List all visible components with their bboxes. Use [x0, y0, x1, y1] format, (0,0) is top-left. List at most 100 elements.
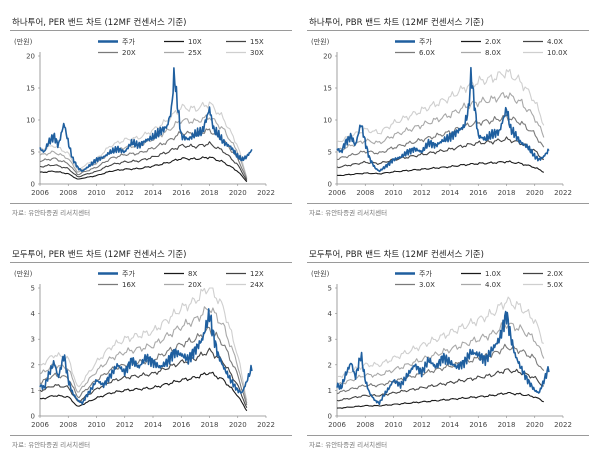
title-divider	[307, 30, 589, 31]
x-tick-label: 2012	[413, 189, 431, 197]
price-line	[39, 67, 253, 172]
y-tick-label: 0	[31, 413, 35, 421]
x-tick-label: 2006	[31, 421, 49, 429]
source-note: 자료: 유안타증권 리서치센터	[309, 209, 388, 217]
x-tick-label: 2018	[201, 189, 219, 197]
x-tick-label: 2020	[526, 421, 544, 429]
x-tick-label: 2022	[554, 421, 572, 429]
band-line-10x	[39, 156, 248, 183]
modu-per-band-chart: (만원) 0 1 2 3 4 5 2006 2008 2010 2012 2014 2016 2018 20…	[14, 269, 275, 429]
source-note: 자료: 유안타증권 리서치센터	[12, 441, 91, 449]
y-tick-label: 0	[328, 181, 332, 189]
x-tick-label: 2012	[116, 421, 134, 429]
legend-label: 12X	[250, 270, 264, 278]
x-tick-label: 2006	[31, 189, 49, 197]
legend-label: 주가	[419, 37, 432, 46]
legend-label: 주가	[419, 269, 432, 278]
y-tick-label: 10	[323, 117, 332, 125]
hana-per-band-chart: (만원) 0 5 10 15 20 2006 2008 2010 2012 2014 2016 2018…	[14, 37, 275, 197]
x-tick-label: 2022	[257, 421, 275, 429]
y-tick-label: 1	[328, 387, 332, 395]
band-line-8-0x	[336, 92, 545, 151]
title-divider	[10, 30, 292, 31]
legend-label: 8.0X	[485, 49, 501, 57]
legend-label: 6.0X	[419, 49, 435, 57]
legend-label: 3.0X	[419, 281, 435, 289]
y-tick-label: 2	[31, 361, 35, 369]
price-line	[39, 308, 253, 405]
chart-title: 모두투어, PBR 밴드 차트 (12MF 컨센서스 기준)	[309, 250, 484, 260]
x-tick-label: 2008	[356, 421, 374, 429]
legend-label: 1.0X	[485, 270, 501, 278]
legend-label: 2.0X	[547, 270, 563, 278]
band-line-20x	[39, 128, 248, 180]
band-line-30x	[40, 101, 248, 178]
x-tick-label: 2012	[116, 189, 134, 197]
legend-label: 4.0X	[485, 281, 501, 289]
x-tick-label: 2016	[469, 421, 487, 429]
unit-label: (만원)	[311, 37, 330, 46]
x-tick-label: 2012	[413, 421, 431, 429]
x-tick-label: 2008	[356, 189, 374, 197]
price-line	[336, 310, 550, 406]
x-tick-label: 2020	[229, 421, 247, 429]
x-tick-label: 2018	[201, 421, 219, 429]
band-line-24x	[39, 287, 248, 401]
source-divider	[10, 435, 292, 436]
band-line-25x	[39, 114, 248, 179]
source-divider	[307, 203, 589, 204]
chart-title: 하나투어, PBR 밴드 차트 (12MF 컨센서스 기준)	[309, 18, 484, 28]
y-tick-label: 15	[323, 85, 332, 93]
y-tick-label: 20	[26, 53, 35, 61]
x-tick-label: 2014	[441, 421, 459, 429]
y-tick-label: 3	[328, 336, 332, 344]
modu-pbr-band-chart: (만원) 0 1 2 3 4 5 2006 2008 2010 2012 2014 2016 2018 20…	[311, 269, 572, 429]
legend-label: 15X	[250, 38, 264, 46]
band-line-10-0x	[336, 68, 545, 143]
y-tick-label: 0	[328, 413, 332, 421]
x-tick-label: 2010	[385, 421, 403, 429]
legend-label: 4.0X	[547, 38, 563, 46]
legend-label: 20X	[122, 49, 136, 57]
band-line-15x	[39, 141, 248, 181]
x-tick-label: 2008	[59, 421, 77, 429]
y-tick-label: 0	[31, 181, 35, 189]
x-tick-label: 2016	[172, 189, 190, 197]
band-line-4-0x	[336, 322, 545, 386]
x-tick-label: 2016	[469, 189, 487, 197]
x-tick-label: 2020	[229, 189, 247, 197]
x-tick-label: 2016	[172, 421, 190, 429]
chart-panel-hana-per: 하나투어, PER 밴드 차트 (12MF 컨센서스 기준) (만원) 0 5 10 1…	[6, 2, 296, 227]
band-line-2-0x	[336, 160, 545, 177]
x-tick-label: 2010	[88, 421, 106, 429]
band-line-5-0x	[336, 296, 544, 378]
title-divider	[307, 262, 589, 263]
legend-label: 8X	[188, 270, 197, 278]
source-divider	[307, 435, 589, 436]
x-tick-label: 2018	[498, 421, 516, 429]
band-line-20x	[39, 306, 248, 404]
x-tick-label: 2006	[328, 189, 346, 197]
y-tick-label: 20	[323, 53, 332, 61]
chart-title: 모두투어, PER 밴드 차트 (12MF 컨센서스 기준)	[12, 250, 187, 260]
y-tick-label: 2	[328, 361, 332, 369]
y-tick-label: 4	[31, 310, 36, 318]
legend-label: 2.0X	[485, 38, 501, 46]
band-line-1-0x	[336, 391, 544, 409]
y-tick-label: 4	[328, 310, 333, 318]
price-line	[336, 66, 550, 173]
chart-panel-hana-pbr: 하나투어, PBR 밴드 차트 (12MF 컨센서스 기준) (만원) 0 5 10 1…	[303, 2, 593, 227]
x-tick-label: 2014	[144, 421, 162, 429]
y-tick-label: 3	[31, 336, 35, 344]
chart-panel-modu-pbr: 모두투어, PBR 밴드 차트 (12MF 컨센서스 기준) (만원) 0 1 2 3 4…	[303, 234, 593, 459]
legend-label: 16X	[122, 281, 136, 289]
legend-label: 주가	[122, 269, 135, 278]
chart-title: 하나투어, PER 밴드 차트 (12MF 컨센서스 기준)	[12, 18, 187, 28]
y-tick-label: 5	[31, 285, 35, 293]
y-tick-label: 5	[31, 149, 35, 157]
x-tick-label: 2010	[385, 189, 403, 197]
x-tick-label: 2018	[498, 189, 516, 197]
y-tick-label: 10	[26, 117, 35, 125]
legend-label: 30X	[250, 49, 264, 57]
legend-label: 24X	[250, 281, 264, 289]
